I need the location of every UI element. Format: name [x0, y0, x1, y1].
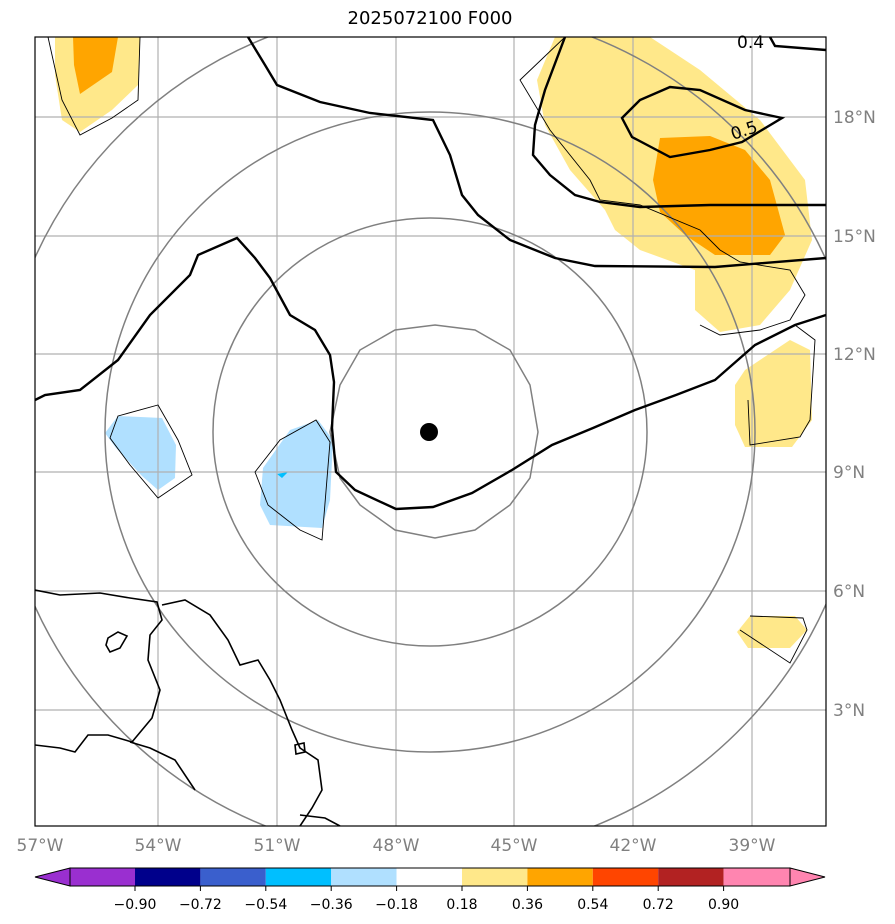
colorbar-segment — [723, 868, 790, 886]
lon-label: 48°W — [373, 836, 420, 856]
colorbar-tick-label: 0.90 — [708, 897, 739, 913]
coastline — [35, 589, 341, 826]
colorbar-tick-label: −0.18 — [375, 897, 418, 913]
lon-label: 45°W — [491, 836, 538, 856]
colorbar-segment — [265, 868, 332, 886]
lat-axis: 18°N 15°N 12°N 9°N 6°N 3°N — [833, 108, 876, 721]
colorbar-tick-label: −0.90 — [114, 897, 157, 913]
graticule — [35, 37, 826, 826]
lon-label: 39°W — [729, 836, 776, 856]
colorbar-extend-high — [789, 867, 826, 887]
lon-axis: 57°W 54°W 51°W 48°W 45°W 42°W 39°W — [17, 836, 776, 856]
colorbar-tick-label: −0.54 — [244, 897, 287, 913]
lat-label: 12°N — [833, 345, 876, 365]
colorbar-segment — [70, 868, 135, 886]
colorbar-tick-label: 0.18 — [446, 897, 477, 913]
colorbar-segment — [527, 868, 593, 886]
lon-label: 51°W — [254, 836, 301, 856]
storm-center-marker — [420, 423, 438, 441]
lat-label: 3°N — [833, 701, 865, 721]
lon-label: 42°W — [610, 836, 657, 856]
colorbar-segment — [331, 868, 397, 886]
colorbar-segment — [135, 868, 201, 886]
map-frame — [34, 36, 827, 827]
colorbar-tick-label: 0.54 — [577, 897, 608, 913]
colorbar-tick-label: −0.36 — [310, 897, 353, 913]
lat-label: 9°N — [833, 463, 865, 483]
contour-label-04: 0.4 — [737, 33, 764, 53]
colorbar-segment — [462, 868, 528, 886]
colorbar-tick-label: −0.72 — [179, 897, 222, 913]
colorbar-tick-label: 0.36 — [512, 897, 543, 913]
colorbar-segment — [396, 868, 462, 886]
lon-label: 57°W — [17, 836, 64, 856]
map-title: 2025072100 F000 — [347, 8, 513, 29]
colorbar: −0.90 −0.72 −0.54 −0.36 −0.18 0.18 0.36 0.54 0.7… — [34, 867, 826, 913]
anomaly-outline — [47, 37, 816, 664]
colorbar-extend-low — [34, 867, 71, 887]
range-rings — [35, 37, 826, 826]
lat-label: 15°N — [833, 227, 876, 247]
colorbar-tick-label: 0.72 — [643, 897, 674, 913]
lon-label: 54°W — [135, 836, 182, 856]
colorbar-segment — [200, 868, 266, 886]
lat-label: 18°N — [833, 108, 876, 128]
lat-label: 6°N — [833, 582, 865, 602]
colorbar-segment — [658, 868, 724, 886]
colorbar-segment — [592, 868, 659, 886]
contour-lines — [35, 37, 826, 511]
colorbar-frame — [69, 867, 791, 887]
